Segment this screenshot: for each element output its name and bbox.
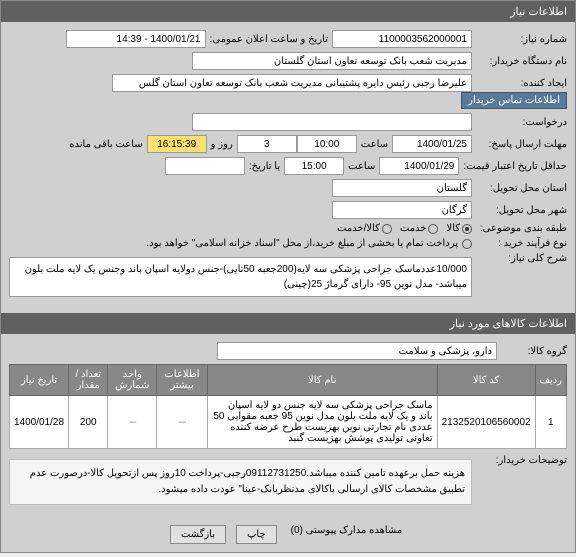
deadline-date: 1400/01/25 [392, 135, 472, 153]
items-header-title: اطلاعات کالاهای مورد نیاز [450, 318, 567, 330]
cell-more: --- [157, 396, 208, 449]
announce-value: 1400/01/21 - 14:39 [66, 30, 206, 48]
budget-type-radios: کالا خدمت کالا/خدمت [337, 223, 472, 234]
validity-label: حداقل تاریخ اعتبار قیمت: [459, 161, 567, 172]
th-name: نام کالا [207, 365, 437, 396]
request-label: درخواست: [472, 117, 567, 128]
th-date: تاریخ نیاز [10, 365, 69, 396]
radio-dot-icon [462, 224, 472, 234]
city-label: شهر محل تحویل: [472, 205, 567, 216]
until-label: یا تاریخ: [245, 161, 284, 172]
validity-time: 15:00 [284, 157, 344, 175]
purchase-note: پرداخت تمام یا بخشی از مبلغ خرید،از محل … [142, 238, 462, 249]
buyer-org-value: مدیریت شعب بانک توسعه تعاون استان گلستان [192, 52, 472, 70]
notes-label: توضیحات خریدار: [472, 455, 567, 466]
radio-kala[interactable]: کالا [446, 223, 472, 234]
creator-label: ایجاد کننده: [472, 78, 567, 89]
table-row: 1 2132520106560002 ماسک جراحی پزشکی سه ل… [10, 396, 567, 449]
timer-value: 16:15:39 [147, 135, 207, 153]
back-button[interactable]: بازگشت [170, 525, 226, 544]
remain-label: ساعت باقی مانده [65, 139, 146, 150]
th-unit: واحد شمارش [108, 365, 157, 396]
need-number-label: شماره نیاز: [472, 34, 567, 45]
th-idx: ردیف [535, 365, 566, 396]
saat-1: ساعت [357, 139, 392, 150]
creator-value: علیرضا رجبی رئیس دایره پشتیبانی مدیریت ش… [112, 74, 472, 92]
need-number-value: 1100003562000001 [332, 30, 472, 48]
buyer-org-label: نام دستگاه خریدار: [472, 56, 567, 67]
validity-date: 1400/01/29 [379, 157, 459, 175]
th-more: اطلاعات بیشتر [157, 365, 208, 396]
cell-qty: 200 [69, 396, 108, 449]
th-qty: تعداد / مقدار [69, 365, 108, 396]
purchase-type-label: نوع فرآیند خرید : [472, 238, 567, 249]
days-remaining: 3 [237, 135, 297, 153]
table-header-row: ردیف کد کالا نام کالا اطلاعات بیشتر واحد… [10, 365, 567, 396]
section-header-info: اطلاعات نیاز [1, 1, 575, 22]
announce-label: تاریخ و ساعت اعلان عمومی: [206, 34, 333, 45]
attachments-label[interactable]: مشاهده مدارک پیوستی (0) [287, 525, 407, 544]
deadline-label: مهلت ارسال پاسخ: [472, 139, 567, 150]
until-value [165, 157, 245, 175]
deadline-time: 10:00 [297, 135, 357, 153]
print-button[interactable]: چاپ [236, 525, 277, 544]
th-code: کد کالا [437, 365, 535, 396]
group-label: گروه کالا: [497, 346, 567, 357]
section-header-items: اطلاعات کالاهای مورد نیاز [1, 313, 575, 334]
cell-code: 2132520106560002 [437, 396, 535, 449]
header-title: اطلاعات نیاز [510, 6, 567, 18]
province-label: استان محل تحویل: [472, 183, 567, 194]
footer-buttons: مشاهده مدارک پیوستی (0) چاپ بازگشت [1, 517, 575, 552]
desc-label: شرح کلی نیاز: [472, 253, 567, 264]
cell-name: ماسک جراحی پزشکی سه لایه جنس دو لایه اسپ… [207, 396, 437, 449]
buyer-notes: هزینه حمل برعهده تامین کننده میباشد.0911… [9, 459, 472, 505]
province-value: گلستان [332, 179, 472, 197]
group-value: دارو، پزشکی و سلامت [217, 342, 497, 360]
request-value [192, 113, 472, 131]
radio-dot-icon [382, 224, 392, 234]
purchase-checkbox[interactable] [462, 239, 472, 249]
form-body: شماره نیاز: 1100003562000001 تاریخ و ساع… [1, 22, 575, 313]
items-table: ردیف کد کالا نام کالا اطلاعات بیشتر واحد… [9, 364, 567, 449]
radio-dot-icon [428, 224, 438, 234]
rooz-label: روز و [207, 139, 237, 150]
items-body: گروه کالا: دارو، پزشکی و سلامت ردیف کد ک… [1, 334, 575, 517]
cell-date: 1400/01/28 [10, 396, 69, 449]
cell-idx: 1 [535, 396, 566, 449]
saat-2: ساعت [344, 161, 379, 172]
form-container: اطلاعات نیاز شماره نیاز: 110000356200000… [0, 0, 576, 553]
contact-button[interactable]: اطلاعات تماس خریدار [461, 92, 567, 109]
city-value: گرگان [332, 201, 472, 219]
cell-unit: --- [108, 396, 157, 449]
radio-dot-icon [462, 239, 472, 249]
budget-type-label: طبقه بندی موضوعی: [472, 223, 567, 234]
radio-kala-khadmat[interactable]: کالا/خدمت [337, 223, 392, 234]
radio-khadmat[interactable]: خدمت [400, 223, 439, 234]
description-box: 10/000عددماسک جراحی پزشکی سه لایه(200جعب… [9, 257, 472, 297]
